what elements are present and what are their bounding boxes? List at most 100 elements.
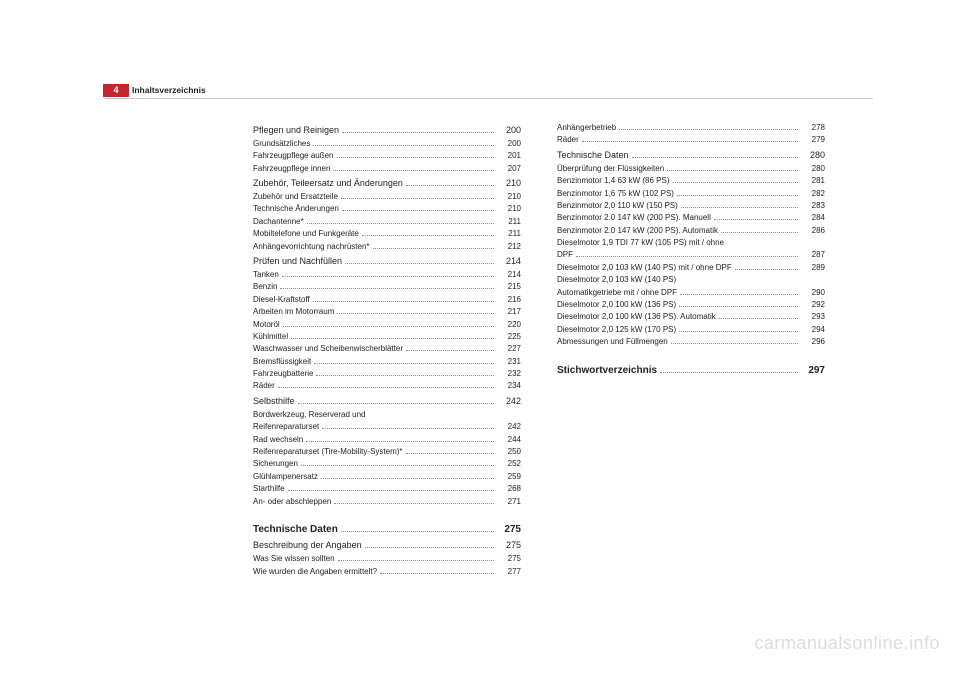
toc-leader [283,322,494,327]
toc-label: Fahrzeugpflege innen [253,163,330,175]
toc-entry: Automatikgetriebe mit / ohne DPF 290 [557,287,825,299]
toc-label: Räder [557,134,579,146]
toc-leader [735,265,798,270]
toc-column: Pflegen und Reinigen200Grundsätzliches20… [253,122,521,578]
toc-leader [677,191,798,196]
toc-entry: Räder 279 [557,134,825,146]
toc-label: Automatikgetriebe mit / ohne DPF [557,287,677,299]
toc-leader [679,327,798,332]
toc-leader [337,309,494,314]
toc-page: 289 [801,262,825,274]
toc-leader [316,371,494,376]
toc-page: 287 [801,249,825,261]
toc-entry: Fahrzeugbatterie232 [253,368,521,380]
toc-page: 279 [801,134,825,146]
toc-leader [280,284,494,289]
toc-page: 250 [497,446,521,458]
toc-entry: Sicherungen 252 [253,458,521,470]
toc-page: 211 [497,228,521,240]
toc-page: 290 [801,287,825,299]
toc-page: 242 [497,395,521,409]
toc-label: Was Sie wissen sollten [253,553,335,565]
toc-label: Reifenreparaturset [253,421,319,433]
toc-label: Zubehör, Teileersatz und Änderungen [253,177,403,191]
toc-leader [333,166,494,171]
toc-leader [660,367,798,373]
toc-entry: Abmessungen und Füllmengen296 [557,336,825,348]
toc-leader [380,569,494,574]
toc-entry: An- oder abschleppen271 [253,496,521,508]
toc-label: Dieselmotor 2,0 100 kW (136 PS). Automat… [557,311,716,323]
toc-leader [282,272,494,277]
toc-entry: Technische Daten280 [557,149,825,163]
toc-page: 277 [497,566,521,578]
toc-page: 282 [801,188,825,200]
toc-entry: Bremsflüssigkeit231 [253,356,521,368]
toc-label: Technische Änderungen [253,203,339,215]
toc-page: 275 [497,522,521,538]
toc-page: 268 [497,483,521,495]
toc-label: Dieselmotor 1,9 TDI 77 kW (105 PS) mit /… [557,237,724,249]
toc-column: Anhängerbetrieb278Räder279Technische Dat… [557,122,825,578]
toc-entry: Dieselmotor 2,0 103 kW (140 PS) [557,274,825,286]
toc-leader [714,215,798,220]
toc-label: Prüfen und Nachfüllen [253,255,342,269]
toc-leader [632,152,798,157]
toc-page: 232 [497,368,521,380]
toc-label: Dieselmotor 2,0 103 kW (140 PS) mit / oh… [557,262,732,274]
toc-label: Benzinmotor 2.0 147 kW (200 PS). Manuell [557,212,711,224]
toc-entry: Beschreibung der Angaben275 [253,539,521,553]
toc-entry: Anhängevorrichtung nachrüsten* 212 [253,241,521,253]
toc-leader [619,125,798,130]
toc-page: 225 [497,331,521,343]
toc-page: 252 [497,458,521,470]
toc-page: 227 [497,343,521,355]
toc-entry: Benzinmotor 2.0 147 kW (200 PS). Manuell… [557,212,825,224]
toc-leader [373,244,494,249]
toc-label: Bordwerkzeug, Reserverad und [253,409,366,421]
toc-entry: Dachantenne*211 [253,216,521,228]
toc-leader [314,359,494,364]
toc-label: Waschwasser und Scheibenwischerblätter [253,343,403,355]
toc-page: 234 [497,380,521,392]
toc-page: 200 [497,124,521,138]
toc-page: 210 [497,191,521,203]
toc-label: Rad wechseln [253,434,303,446]
toc-page: 284 [801,212,825,224]
toc-leader [679,302,798,307]
toc-entry: Reifenreparaturset (Tire-Mobility-System… [253,446,521,458]
toc-label: Arbeiten im Motorraum [253,306,334,318]
toc-leader [291,334,494,339]
toc-page: 212 [497,241,521,253]
toc-label: Tanken [253,269,279,281]
toc-heading: Stichwortverzeichnis297 [557,363,825,379]
toc-label: Überprüfung der Flüssigkeiten [557,163,664,175]
toc-leader [307,219,494,224]
page: 4 Inhaltsverzeichnis Pflegen und Reinige… [0,0,960,678]
toc-entry: Benzinmotor 2.0 147 kW (200 PS). Automat… [557,225,825,237]
toc-leader [582,137,798,142]
toc-leader [342,207,494,212]
toc-leader [673,178,799,183]
toc-entry: Waschwasser und Scheibenwischerblätter 22… [253,343,521,355]
toc-label: Stichwortverzeichnis [557,363,657,379]
toc-page: 281 [801,175,825,187]
toc-leader [721,228,798,233]
toc-entry: Grundsätzliches200 [253,138,521,150]
toc-label: Technische Daten [253,522,338,538]
toc-label: Anhängerbetrieb [557,122,616,134]
toc-label: Sicherungen [253,458,298,470]
toc-page: 200 [497,138,521,150]
toc-label: Wie wurden die Angaben ermittelt? [253,566,377,578]
toc-entry: Was Sie wissen sollten275 [253,553,521,565]
toc-entry: Räder234 [253,380,521,392]
toc-leader [298,398,494,403]
toc-leader [301,461,494,466]
toc-entry: Rad wechseln244 [253,434,521,446]
page-number-badge: 4 [103,84,129,97]
toc-entry: Dieselmotor 2,0 100 kW (136 PS). Automat… [557,311,825,323]
toc-label: Anhängevorrichtung nachrüsten* [253,241,370,253]
toc-leader [334,499,494,504]
toc-entry: Dieselmotor 1,9 TDI 77 kW (105 PS) mit /… [557,237,825,249]
toc-entry: Überprüfung der Flüssigkeiten280 [557,163,825,175]
